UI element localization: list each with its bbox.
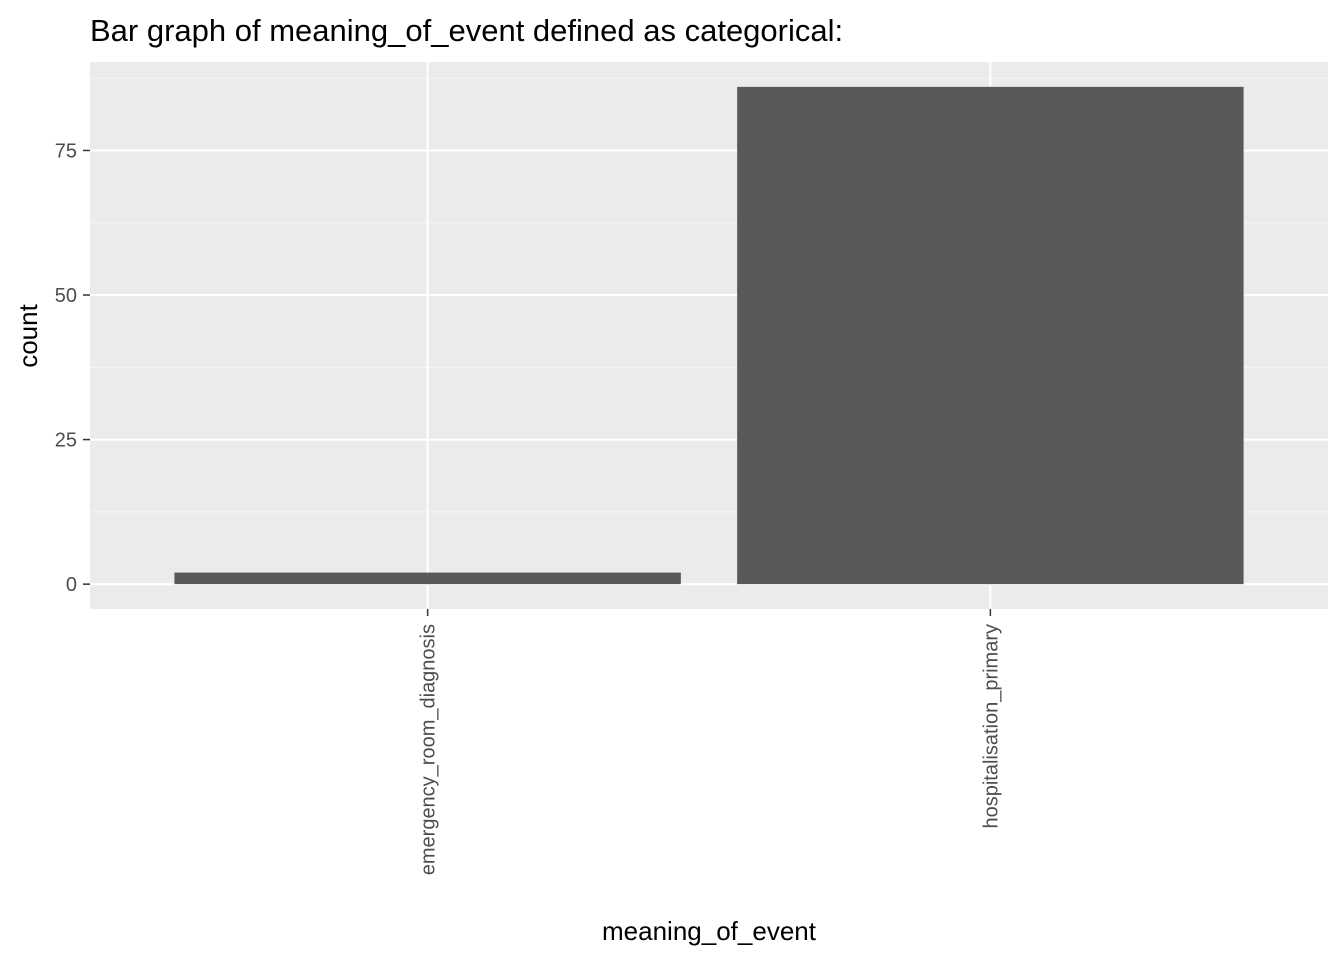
y-tick-label: 75 [55,140,77,162]
y-axis-title: count [13,303,43,367]
bars [174,86,1244,585]
x-axis-title: meaning_of_event [602,916,817,946]
x-axis: emergency_room_diagnosis hospitalisation_… [418,609,1002,875]
x-tick-label: hospitalisation_primary [980,624,1002,829]
y-tick-label: 50 [55,285,77,307]
x-tick-label: emergency_room_diagnosis [418,624,440,875]
chart-title: Bar graph of meaning_of_event defined as… [90,13,843,48]
bar-hospitalisation_primary [737,86,1244,585]
bar-emergency_room_diagnosis [174,572,681,585]
y-axis: 0 25 50 75 [55,140,90,596]
y-tick-label: 0 [66,574,77,596]
y-tick-label: 25 [55,430,77,452]
